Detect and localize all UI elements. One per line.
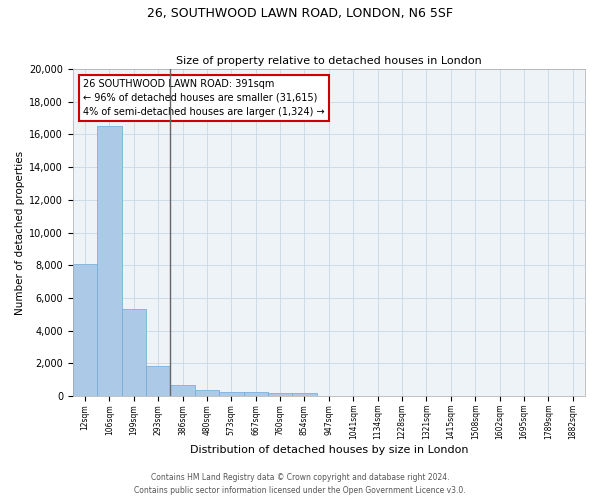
Bar: [122, 310, 146, 396]
Bar: [170, 384, 195, 396]
Bar: [195, 390, 219, 396]
Bar: [73, 264, 97, 396]
Bar: [97, 126, 122, 396]
Text: Contains HM Land Registry data © Crown copyright and database right 2024.
Contai: Contains HM Land Registry data © Crown c…: [134, 473, 466, 495]
Bar: [146, 366, 170, 396]
X-axis label: Distribution of detached houses by size in London: Distribution of detached houses by size …: [190, 445, 468, 455]
Bar: [219, 392, 244, 396]
Text: 26, SOUTHWOOD LAWN ROAD, LONDON, N6 5SF: 26, SOUTHWOOD LAWN ROAD, LONDON, N6 5SF: [147, 8, 453, 20]
Y-axis label: Number of detached properties: Number of detached properties: [15, 150, 25, 314]
Bar: [268, 392, 292, 396]
Bar: [244, 392, 268, 396]
Title: Size of property relative to detached houses in London: Size of property relative to detached ho…: [176, 56, 482, 66]
Bar: [292, 393, 317, 396]
Text: 26 SOUTHWOOD LAWN ROAD: 391sqm
← 96% of detached houses are smaller (31,615)
4% : 26 SOUTHWOOD LAWN ROAD: 391sqm ← 96% of …: [83, 79, 325, 117]
